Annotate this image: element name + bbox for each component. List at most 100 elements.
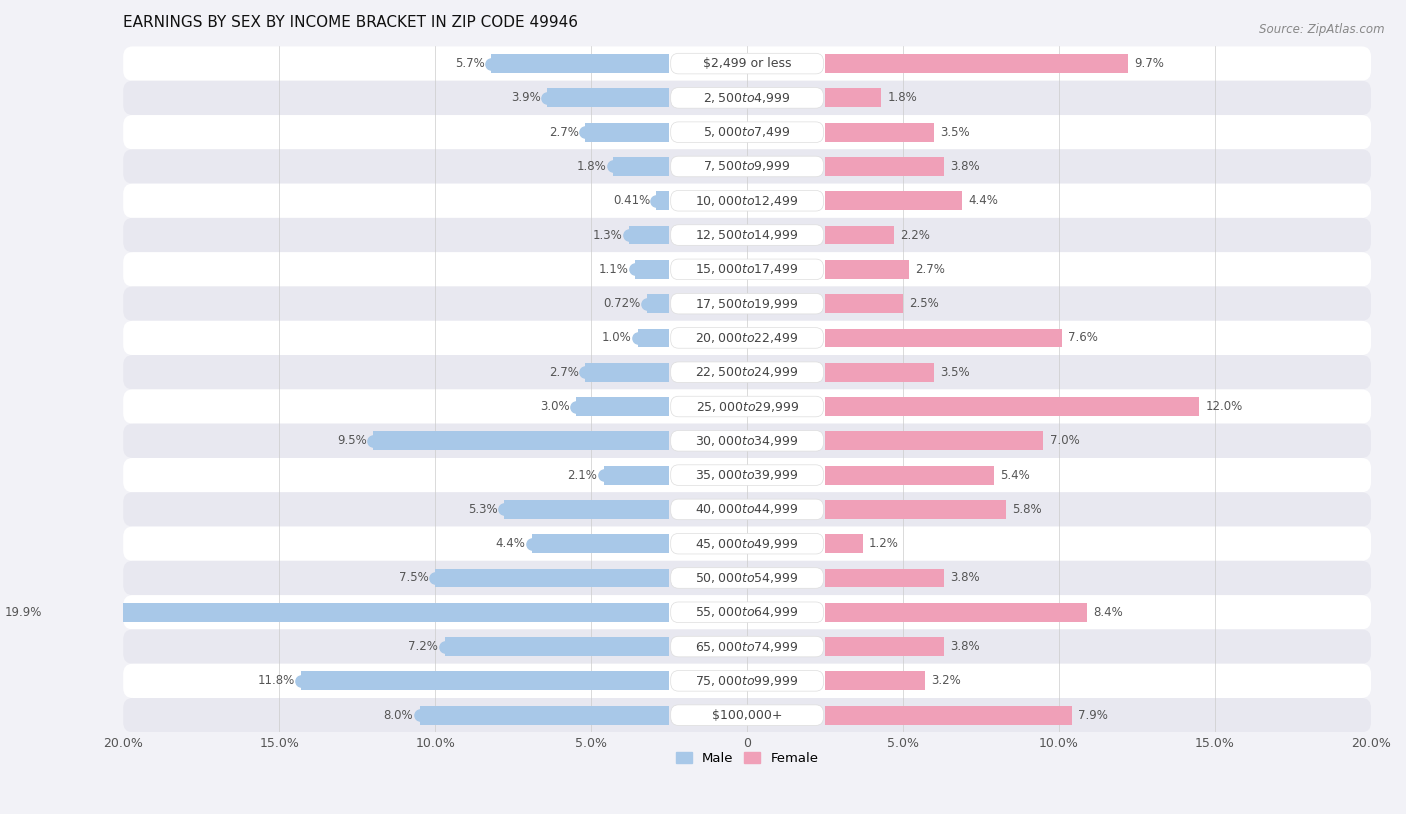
Text: 3.8%: 3.8%: [950, 571, 980, 584]
Bar: [825, 157, 943, 176]
Text: $55,000 to $64,999: $55,000 to $64,999: [696, 606, 799, 619]
Text: 4.4%: 4.4%: [969, 195, 998, 208]
Text: 7.2%: 7.2%: [408, 640, 439, 653]
Text: $10,000 to $12,499: $10,000 to $12,499: [696, 194, 799, 208]
FancyBboxPatch shape: [671, 362, 824, 383]
FancyBboxPatch shape: [124, 46, 1371, 81]
Text: 5.8%: 5.8%: [1012, 503, 1042, 516]
FancyBboxPatch shape: [124, 115, 1371, 149]
Text: $22,500 to $24,999: $22,500 to $24,999: [696, 365, 799, 379]
Bar: [825, 466, 994, 484]
FancyBboxPatch shape: [124, 423, 1371, 458]
Legend: Male, Female: Male, Female: [671, 746, 824, 770]
Text: 5.4%: 5.4%: [1000, 469, 1029, 482]
Text: 3.5%: 3.5%: [941, 365, 970, 379]
Text: $40,000 to $44,999: $40,000 to $44,999: [696, 502, 799, 516]
FancyBboxPatch shape: [124, 492, 1371, 527]
Text: 3.8%: 3.8%: [950, 160, 980, 173]
Bar: [825, 603, 1087, 622]
Bar: [436, 568, 669, 588]
Text: 4.4%: 4.4%: [496, 537, 526, 550]
Bar: [531, 534, 669, 554]
Bar: [825, 89, 882, 107]
Bar: [419, 706, 669, 724]
Text: $75,000 to $99,999: $75,000 to $99,999: [696, 674, 799, 688]
Text: 7.9%: 7.9%: [1078, 709, 1108, 722]
FancyBboxPatch shape: [671, 293, 824, 314]
Text: 8.4%: 8.4%: [1094, 606, 1123, 619]
FancyBboxPatch shape: [671, 190, 824, 211]
FancyBboxPatch shape: [671, 465, 824, 485]
Text: 0.72%: 0.72%: [603, 297, 641, 310]
FancyBboxPatch shape: [671, 225, 824, 245]
Bar: [603, 466, 669, 484]
Text: 7.6%: 7.6%: [1069, 331, 1098, 344]
Bar: [825, 55, 1128, 73]
Bar: [825, 500, 1007, 519]
FancyBboxPatch shape: [124, 252, 1371, 287]
FancyBboxPatch shape: [124, 458, 1371, 492]
Bar: [825, 225, 894, 244]
Text: 3.2%: 3.2%: [931, 674, 960, 687]
Text: 2.5%: 2.5%: [910, 297, 939, 310]
FancyBboxPatch shape: [671, 431, 824, 451]
Text: 11.8%: 11.8%: [257, 674, 295, 687]
Bar: [301, 672, 669, 690]
Bar: [825, 191, 962, 210]
Bar: [825, 534, 862, 554]
Text: 3.5%: 3.5%: [941, 125, 970, 138]
FancyBboxPatch shape: [124, 595, 1371, 629]
Bar: [48, 603, 669, 622]
Text: 19.9%: 19.9%: [4, 606, 42, 619]
Text: 0.41%: 0.41%: [613, 195, 650, 208]
Text: 3.0%: 3.0%: [540, 400, 569, 413]
Text: 3.8%: 3.8%: [950, 640, 980, 653]
Bar: [825, 294, 903, 313]
Bar: [585, 363, 669, 382]
Text: $20,000 to $22,499: $20,000 to $22,499: [696, 331, 799, 345]
Bar: [491, 55, 669, 73]
Bar: [628, 225, 669, 244]
FancyBboxPatch shape: [124, 561, 1371, 595]
Bar: [825, 260, 910, 278]
FancyBboxPatch shape: [671, 53, 824, 74]
Bar: [657, 191, 669, 210]
Text: $2,499 or less: $2,499 or less: [703, 57, 792, 70]
Bar: [825, 431, 1043, 450]
Bar: [825, 329, 1062, 348]
Text: $30,000 to $34,999: $30,000 to $34,999: [696, 434, 799, 448]
Text: $5,000 to $7,499: $5,000 to $7,499: [703, 125, 792, 139]
FancyBboxPatch shape: [671, 705, 824, 725]
Text: 9.5%: 9.5%: [337, 435, 367, 448]
Text: $12,500 to $14,999: $12,500 to $14,999: [696, 228, 799, 242]
Bar: [825, 397, 1199, 416]
FancyBboxPatch shape: [671, 259, 824, 280]
FancyBboxPatch shape: [124, 321, 1371, 355]
Text: $35,000 to $39,999: $35,000 to $39,999: [696, 468, 799, 482]
FancyBboxPatch shape: [671, 533, 824, 554]
Bar: [503, 500, 669, 519]
Bar: [825, 363, 935, 382]
FancyBboxPatch shape: [124, 218, 1371, 252]
FancyBboxPatch shape: [671, 88, 824, 108]
FancyBboxPatch shape: [671, 396, 824, 417]
Text: 12.0%: 12.0%: [1206, 400, 1243, 413]
Text: $50,000 to $54,999: $50,000 to $54,999: [696, 571, 799, 585]
FancyBboxPatch shape: [124, 81, 1371, 115]
FancyBboxPatch shape: [124, 389, 1371, 423]
Text: EARNINGS BY SEX BY INCOME BRACKET IN ZIP CODE 49946: EARNINGS BY SEX BY INCOME BRACKET IN ZIP…: [124, 15, 578, 30]
Text: 5.7%: 5.7%: [456, 57, 485, 70]
Text: 2.7%: 2.7%: [548, 125, 579, 138]
Text: 1.1%: 1.1%: [599, 263, 628, 276]
FancyBboxPatch shape: [124, 149, 1371, 184]
Text: 8.0%: 8.0%: [384, 709, 413, 722]
Text: 1.0%: 1.0%: [602, 331, 631, 344]
FancyBboxPatch shape: [671, 122, 824, 142]
Bar: [444, 637, 669, 656]
Text: $25,000 to $29,999: $25,000 to $29,999: [696, 400, 799, 414]
Bar: [373, 431, 669, 450]
FancyBboxPatch shape: [124, 287, 1371, 321]
Bar: [647, 294, 669, 313]
Text: 2.7%: 2.7%: [548, 365, 579, 379]
Text: $100,000+: $100,000+: [711, 709, 782, 722]
